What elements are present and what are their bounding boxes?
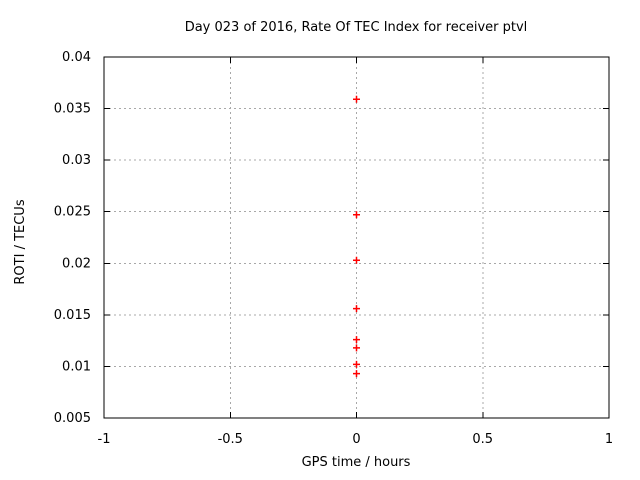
y-tick-label: 0.02 (62, 256, 91, 271)
x-axis-label: GPS time / hours (302, 455, 411, 470)
data-point-marker (353, 336, 360, 344)
y-axis-label: ROTI / TECUs (13, 199, 28, 284)
x-tick-label: 0.5 (472, 432, 493, 447)
x-tick-label: -1 (98, 432, 111, 447)
x-tick-label: 0 (352, 432, 360, 447)
y-tick-label: 0.015 (54, 308, 91, 323)
data-point-marker (353, 211, 360, 219)
data-point-marker (353, 256, 360, 264)
y-tick-label: 0.005 (54, 411, 91, 426)
y-tick-label: 0.03 (62, 153, 91, 168)
data-point-marker (353, 305, 360, 313)
y-tick-label: 0.035 (54, 102, 91, 117)
x-tick-label: -0.5 (218, 432, 243, 447)
x-tick-label: 1 (605, 432, 613, 447)
plot-area: 0.005 0.01 0.015 0.02 0.025 0.03 0.035 0.04 -1 -0… (54, 50, 613, 447)
chart-title: Day 023 of 2016, Rate Of TEC Index for r… (185, 20, 528, 35)
y-tick-label: 0.04 (62, 50, 91, 65)
y-tick-label: 0.01 (62, 359, 91, 374)
data-point-marker (353, 360, 360, 368)
data-point-marker (353, 370, 360, 378)
data-point-marker (353, 95, 360, 103)
y-tick-label: 0.025 (54, 205, 91, 220)
data-point-marker (353, 344, 360, 352)
